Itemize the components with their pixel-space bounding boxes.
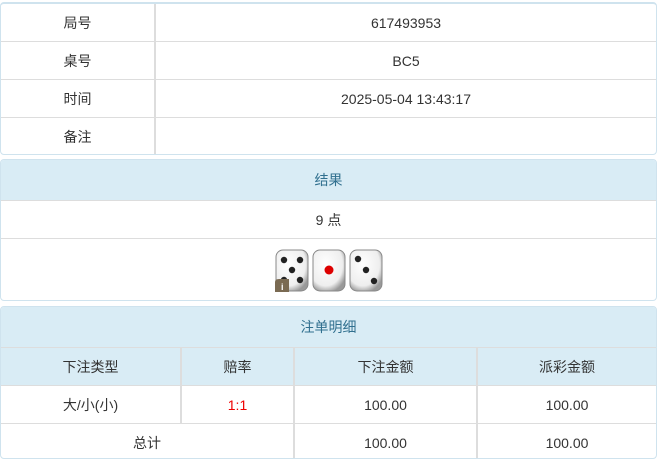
bet-type: 大/小(小) <box>1 386 182 423</box>
total-label: 总计 <box>1 424 295 458</box>
value <box>156 118 656 154</box>
result-title: 结果 <box>1 160 656 200</box>
table-row: 大/小(小) 1:1 100.00 100.00 <box>1 385 656 423</box>
svg-text:i: i <box>281 282 284 292</box>
header-odds: 赔率 <box>182 348 295 385</box>
result-points: 9 点 <box>315 211 342 228</box>
value: 617493953 <box>370 14 442 31</box>
odds: 1:1 <box>182 386 295 423</box>
label: 时间 <box>1 80 156 117</box>
round-info-panel: 局号 617493953 桌号 BC5 时间 2025-05-04 13:43:17 … <box>0 2 657 155</box>
total-payout: 100.00 <box>545 434 589 451</box>
bet-amount: 100.00 <box>295 386 478 423</box>
value: 2025-05-04 13:43:17 <box>341 90 471 107</box>
die-5-icon: i <box>274 249 308 292</box>
payout: 100.00 <box>545 396 589 413</box>
die-1-icon <box>312 249 345 291</box>
label: 桌号 <box>1 42 156 79</box>
bet-details-panel: 注单明细 下注类型 赔率 下注金额 派彩金额 大/小(小) 1:1 100.00… <box>0 306 657 459</box>
die-3-icon <box>349 249 382 291</box>
header-bet-type: 下注类型 <box>1 348 182 385</box>
info-row-table: 桌号 BC5 <box>1 41 656 79</box>
table-header: 下注类型 赔率 下注金额 派彩金额 <box>1 347 656 385</box>
result-panel: 结果 9 点 i <box>0 159 657 301</box>
info-row-remark: 备注 <box>1 117 656 154</box>
info-row-round: 局号 617493953 <box>1 4 656 41</box>
header-payout: 派彩金额 <box>539 358 595 375</box>
bet-details-title: 注单明细 <box>1 307 656 347</box>
total-amount: 100.00 <box>295 424 478 458</box>
info-row-time: 时间 2025-05-04 13:43:17 <box>1 79 656 117</box>
value: BC5 <box>392 52 420 69</box>
total-row: 总计 100.00 100.00 <box>1 423 656 458</box>
info-icon <box>274 278 289 292</box>
label: 局号 <box>1 4 156 41</box>
label: 备注 <box>1 118 156 154</box>
dice-row: i <box>1 238 656 300</box>
header-bet-amount: 下注金额 <box>295 348 478 385</box>
